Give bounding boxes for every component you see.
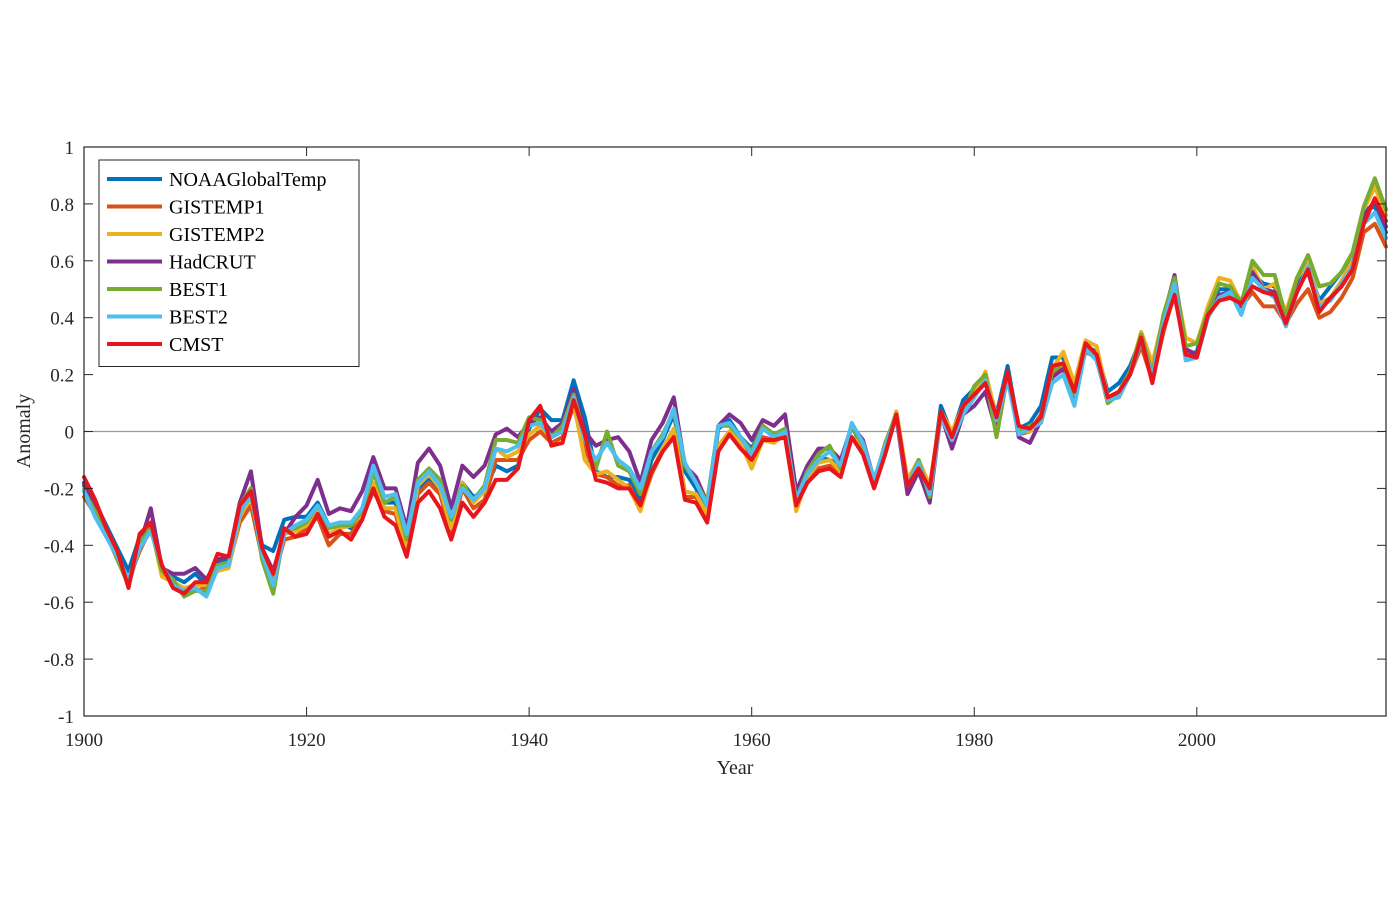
y-tick-label: -0.2 xyxy=(44,479,74,500)
y-tick-label: 0.6 xyxy=(50,252,74,273)
y-tick-label: -0.8 xyxy=(44,650,74,671)
legend-label-noaaglobaltemp: NOAAGlobalTemp xyxy=(169,169,326,191)
x-tick-label: 1900 xyxy=(65,730,103,751)
legend-label-gistemp2: GISTEMP2 xyxy=(169,224,265,246)
y-tick-label: -1 xyxy=(58,707,74,728)
x-tick-label: 1920 xyxy=(288,730,326,751)
legend-label-best1: BEST1 xyxy=(169,279,228,301)
series-line-best2 xyxy=(82,210,1388,599)
y-tick-label: -0.4 xyxy=(44,536,75,557)
x-tick-label: 2000 xyxy=(1178,730,1216,751)
series-line-cmst xyxy=(82,196,1388,596)
y-tick-label: -0.6 xyxy=(44,593,74,614)
y-tick-label: 0.2 xyxy=(50,366,74,387)
y-tick-label: 1 xyxy=(65,138,75,159)
legend-label-gistemp1: GISTEMP1 xyxy=(169,197,265,219)
x-tick-label: 1940 xyxy=(510,730,548,751)
x-axis-title: Year xyxy=(717,757,754,779)
x-tick-label: 1980 xyxy=(955,730,993,751)
y-axis-title: Anomaly xyxy=(13,394,35,468)
x-tick-label: 1960 xyxy=(733,730,771,751)
legend-label-hadcrut: HadCRUT xyxy=(169,252,256,274)
series-layer xyxy=(82,176,1388,599)
y-tick-label: 0.8 xyxy=(50,195,74,216)
tick-layer: 1900 1920 1940 1960 1980 2000 -1 -0.8 -0.6 -0.4 -0… xyxy=(44,138,1386,751)
legend: NOAAGlobalTemp GISTEMP1 GISTEMP2 HadCRUT BES… xyxy=(98,159,360,367)
y-tick-label: 0 xyxy=(65,423,75,444)
legend-label-best2: BEST2 xyxy=(169,307,228,329)
legend-label-cmst: CMST xyxy=(169,334,223,356)
y-tick-label: 0.4 xyxy=(50,309,74,330)
